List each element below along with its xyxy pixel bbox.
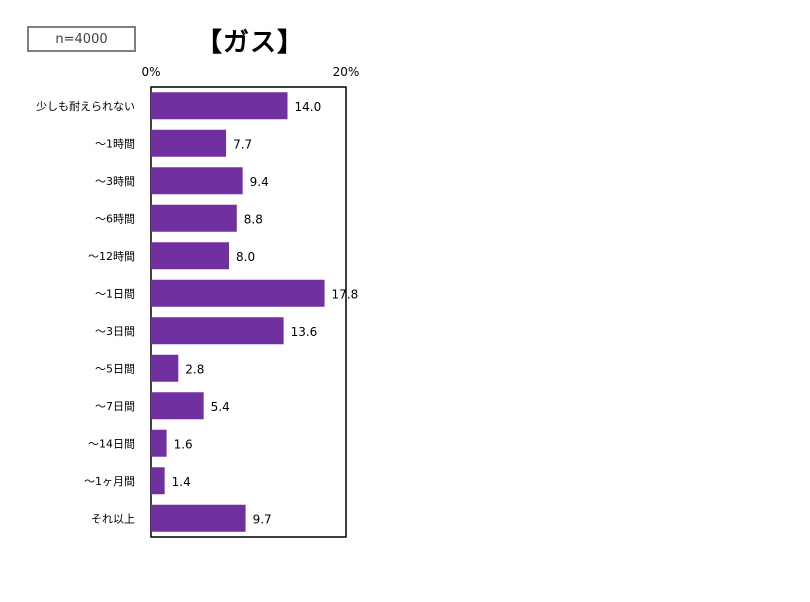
category-label: それ以上 [91,512,135,525]
bar [151,392,204,420]
data-label: 14.0 [295,100,322,114]
bar [151,242,229,270]
bar [151,467,165,495]
bar [151,354,179,382]
plot-frame [150,86,347,538]
data-label: 1.6 [174,437,193,451]
category-label: 少しも耐えられない [36,100,135,113]
category-label: ～5日間 [95,362,135,375]
category-label: ～1ヶ月間 [84,475,135,488]
data-label: 2.8 [185,362,204,376]
category-label: ～14日間 [88,437,135,450]
data-label: 17.8 [332,287,359,301]
category-label: ～12時間 [88,250,135,263]
data-label: 1.4 [172,475,191,489]
data-label: 7.7 [233,137,252,151]
data-label: 8.8 [244,212,263,226]
category-label: ～3日間 [95,325,135,338]
bar [151,92,288,120]
category-label: ～3時間 [95,175,135,188]
x-tick-label: 20% [333,65,360,79]
data-label: 5.4 [211,400,230,414]
bar [151,204,237,232]
data-label: 9.7 [253,512,272,526]
x-tick-label: 0% [141,65,160,79]
data-label: 9.4 [250,175,269,189]
sample-size-box: n=4000 [27,26,136,52]
category-label: ～6時間 [95,212,135,225]
bar [151,167,243,195]
data-label: 8.0 [236,250,255,264]
bar [151,429,167,457]
bar [151,317,284,345]
bar [151,129,227,157]
bar [151,279,325,307]
chart-title: 【ガス】 [196,28,305,58]
category-label: ～7日間 [95,400,135,413]
category-label: ～1日間 [95,287,135,300]
category-label: ～1時間 [95,137,135,150]
data-label: 13.6 [291,325,318,339]
bar [151,504,246,532]
